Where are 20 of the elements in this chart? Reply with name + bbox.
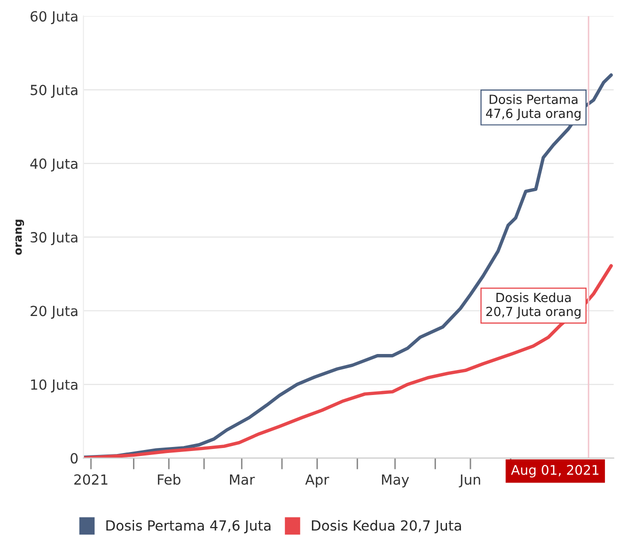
x-tick-label: May — [382, 474, 409, 488]
x-tick-label: Apr — [305, 474, 330, 488]
y-tick-label: 0 — [70, 453, 78, 464]
x-tick-label: Feb — [158, 474, 180, 485]
annotation: Dosis Kedua 20,7 Juta orang — [486, 292, 581, 319]
annotation: Dosis Pertama 47,6 Juta orang — [486, 94, 581, 120]
line-series — [83, 264, 613, 458]
y-tick-label: 30 Juta — [30, 232, 78, 246]
x-tick-label: Jun — [458, 474, 480, 488]
legend-label: Dosis Pertama 47,6 Juta — [106, 520, 270, 534]
y-tick-label: 10 Juta — [31, 379, 78, 392]
ref-line-label: Aug 01, 2021 — [511, 464, 598, 478]
legend-label: Dosis Kedua 20,7 Juta — [312, 520, 461, 534]
y-tick-label: 60 Juta — [30, 11, 78, 24]
x-tick-label: Mar — [230, 474, 255, 485]
y-tick-label: 20 Juta — [30, 306, 78, 319]
y-axis-title: orang — [15, 220, 24, 255]
x-tick-label: 2021 — [74, 474, 108, 485]
y-tick-label: 40 Juta — [30, 158, 78, 172]
y-tick-label: 50 Juta — [30, 84, 78, 98]
